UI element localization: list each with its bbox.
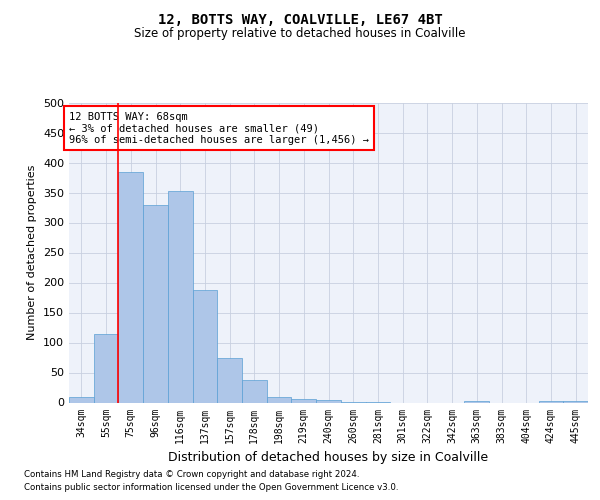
Text: Size of property relative to detached houses in Coalville: Size of property relative to detached ho…: [134, 28, 466, 40]
Bar: [69, 396, 94, 402]
Text: Contains public sector information licensed under the Open Government Licence v3: Contains public sector information licen…: [24, 482, 398, 492]
Bar: [539, 400, 563, 402]
X-axis label: Distribution of detached houses by size in Coalville: Distribution of detached houses by size …: [169, 451, 488, 464]
Bar: [267, 396, 292, 402]
Bar: [118, 172, 143, 402]
Bar: [193, 290, 217, 403]
Bar: [292, 399, 316, 402]
Text: 12, BOTTS WAY, COALVILLE, LE67 4BT: 12, BOTTS WAY, COALVILLE, LE67 4BT: [158, 12, 442, 26]
Bar: [143, 204, 168, 402]
Bar: [563, 400, 588, 402]
Bar: [464, 400, 489, 402]
Y-axis label: Number of detached properties: Number of detached properties: [28, 165, 37, 340]
Bar: [217, 358, 242, 403]
Text: Contains HM Land Registry data © Crown copyright and database right 2024.: Contains HM Land Registry data © Crown c…: [24, 470, 359, 479]
Bar: [168, 192, 193, 402]
Bar: [316, 400, 341, 402]
Text: 12 BOTTS WAY: 68sqm
← 3% of detached houses are smaller (49)
96% of semi-detache: 12 BOTTS WAY: 68sqm ← 3% of detached hou…: [69, 112, 369, 144]
Bar: [242, 380, 267, 402]
Bar: [94, 334, 118, 402]
